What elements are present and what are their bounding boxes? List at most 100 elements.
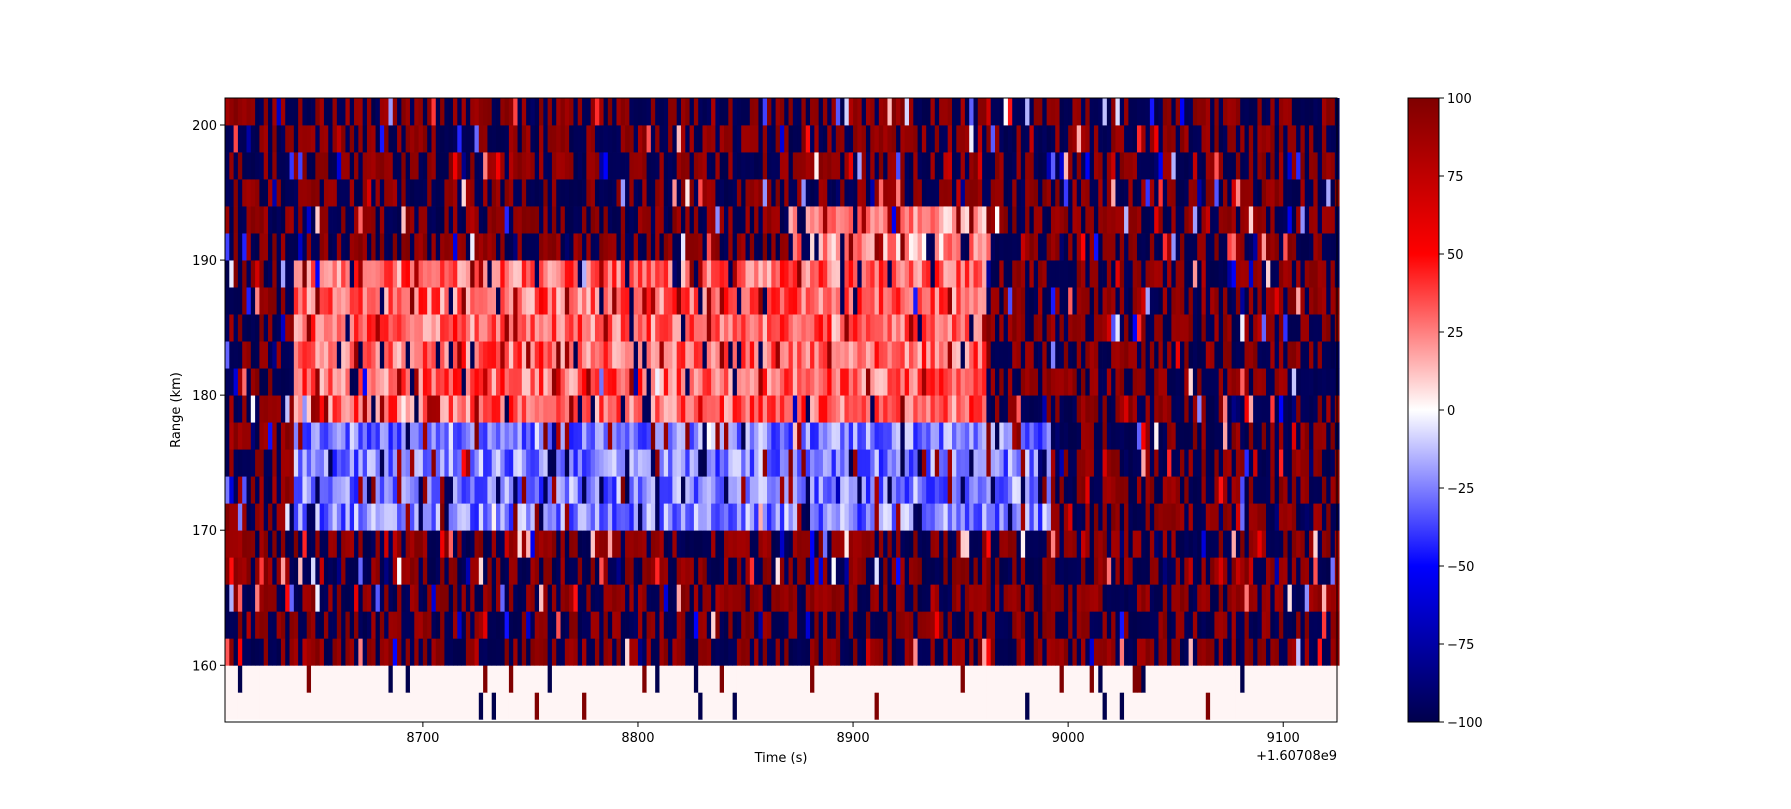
heatmap-cell [1132,638,1138,666]
heatmap-cell [741,449,746,477]
heatmap-cell [943,503,949,531]
heatmap-cell [577,368,583,396]
heatmap-cell [1038,368,1043,396]
heatmap-cell [779,368,785,396]
heatmap-cell [478,179,484,207]
heatmap-cell [1020,503,1026,531]
heatmap-cell [1235,476,1241,504]
heatmap-cell [668,233,673,261]
heatmap-cell [599,503,604,531]
heatmap-cell [427,179,432,207]
heatmap-cell [293,179,299,207]
heatmap-cell [586,503,592,531]
heatmap-cell [582,422,587,450]
heatmap-cell [582,206,587,234]
heatmap-cell [556,665,561,693]
heatmap-cell [749,692,755,720]
heatmap-cell [237,179,243,207]
heatmap-cell [616,476,622,504]
heatmap-cell [792,584,798,612]
heatmap-cell [465,368,471,396]
heatmap-cell [1063,665,1069,693]
heatmap-cell [242,449,247,477]
heatmap-cell [943,476,949,504]
heatmap-cell [1184,665,1189,693]
heatmap-cell [409,314,415,342]
heatmap-cell [1227,368,1233,396]
heatmap-cell [1042,422,1048,450]
heatmap-cell [345,395,351,423]
heatmap-cell [990,665,996,693]
heatmap-cell [857,665,863,693]
heatmap-cell [242,233,247,261]
heatmap-cell [564,422,570,450]
heatmap-cell [655,368,660,396]
heatmap-cell [960,557,966,585]
heatmap-cell [1020,233,1026,261]
heatmap-cell [947,611,953,639]
heatmap-cell [732,584,738,612]
heatmap-cell [289,233,295,261]
heatmap-cell [1253,692,1258,720]
heatmap-cell [607,341,613,369]
heatmap-cell [612,314,617,342]
heatmap-cell [1253,287,1258,315]
heatmap-cell [599,422,604,450]
heatmap-cell [947,530,953,558]
heatmap-cell [1244,665,1250,693]
heatmap-cell [1313,503,1319,531]
heatmap-cell [452,287,458,315]
heatmap-cell [594,314,600,342]
heatmap-cell [680,287,686,315]
heatmap-cell [225,179,230,207]
heatmap-cell [1326,206,1331,234]
heatmap-cell [964,611,970,639]
heatmap-cell [964,260,970,288]
heatmap-cell [887,530,893,558]
heatmap-cell [448,341,454,369]
heatmap-cell [939,692,944,720]
heatmap-cell [1012,692,1017,720]
heatmap-cell [620,368,626,396]
heatmap-cell [956,638,961,666]
heatmap-cell [749,395,755,423]
heatmap-cell [637,206,643,234]
heatmap-cell [672,692,678,720]
heatmap-cell [461,692,467,720]
heatmap-cell [1050,638,1056,666]
heatmap-cell [582,530,587,558]
heatmap-cell [956,368,961,396]
heatmap-cell [233,368,239,396]
heatmap-cell [1296,665,1301,693]
heatmap-cell [414,503,419,531]
heatmap-cell [805,638,811,666]
heatmap-cell [1102,638,1108,666]
heatmap-cell [551,341,557,369]
heatmap-cell [500,314,506,342]
heatmap-cell [926,314,931,342]
heatmap-cell [818,584,824,612]
heatmap-cell [668,476,673,504]
heatmap-cell [1274,557,1280,585]
heatmap-cell [818,611,824,639]
heatmap-cell [973,476,979,504]
heatmap-cell [835,287,841,315]
heatmap-cell [1154,287,1159,315]
heatmap-cell [1244,422,1250,450]
heatmap-cell [1210,530,1215,558]
heatmap-cell [762,557,768,585]
heatmap-cell [883,287,888,315]
heatmap-cell [711,341,716,369]
heatmap-cell [1171,530,1177,558]
heatmap-cell [289,368,295,396]
heatmap-cell [1184,584,1189,612]
heatmap-cell [1020,314,1026,342]
heatmap-cell [448,692,454,720]
heatmap-cell [1175,584,1181,612]
heatmap-cell [827,638,832,666]
heatmap-cell [341,692,346,720]
heatmap-cell [1106,476,1112,504]
heatmap-cell [280,638,286,666]
heatmap-cell [1033,584,1039,612]
heatmap-cell [470,665,475,693]
